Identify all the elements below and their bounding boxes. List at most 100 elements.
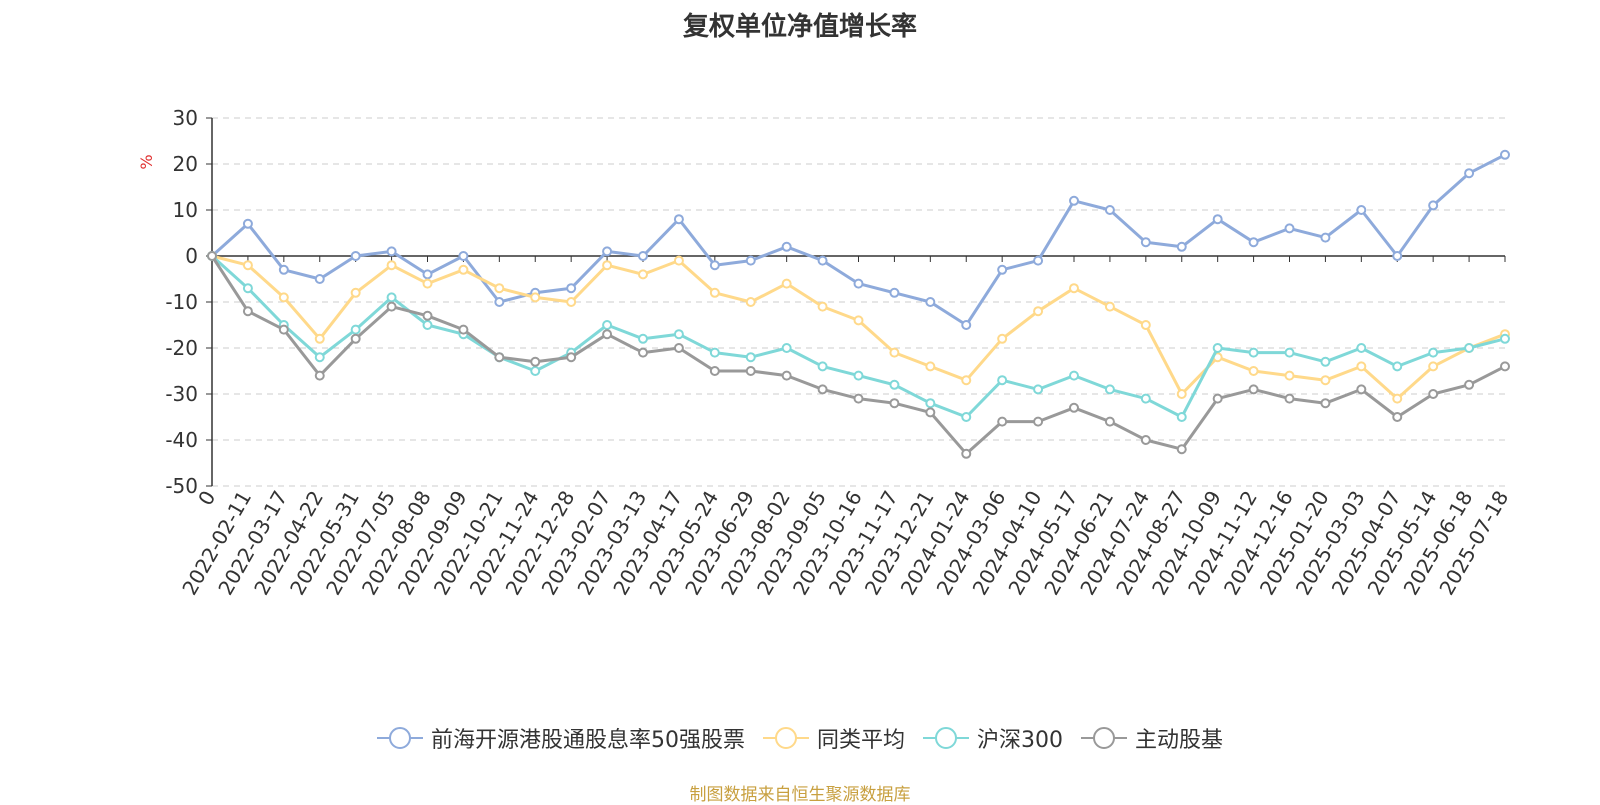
data-point — [530, 292, 541, 303]
data-point — [925, 398, 936, 409]
y-axis-label: % — [137, 154, 156, 169]
data-point — [961, 320, 972, 330]
data-point — [1392, 412, 1403, 422]
data-point — [207, 251, 217, 261]
data-point — [1320, 356, 1331, 367]
data-point — [1500, 333, 1510, 344]
data-point — [1464, 343, 1475, 353]
data-point — [1033, 306, 1044, 317]
data-point — [1248, 237, 1259, 248]
data-point — [745, 366, 756, 376]
data-point — [1033, 384, 1044, 395]
data-point — [1428, 347, 1439, 358]
data-point — [1464, 379, 1475, 390]
data-point — [1392, 361, 1403, 372]
data-point — [638, 251, 648, 261]
data-point — [1320, 375, 1331, 386]
data-point — [350, 333, 361, 344]
data-point — [1428, 389, 1439, 399]
data-point — [1284, 223, 1295, 234]
y-tick-label: -50 — [165, 474, 198, 498]
data-point — [458, 324, 469, 335]
legend-marker-icon — [376, 727, 423, 749]
data-point — [314, 274, 325, 284]
data-point — [997, 416, 1008, 427]
data-point — [1212, 393, 1223, 404]
data-point — [1500, 361, 1510, 372]
data-point — [638, 347, 648, 358]
data-point — [925, 407, 936, 418]
data-point — [1248, 384, 1259, 395]
data-point — [1284, 347, 1295, 358]
data-point — [673, 329, 684, 340]
legend-item-csi300[interactable]: 沪深300 — [923, 722, 1063, 754]
data-point — [1069, 283, 1079, 294]
data-point — [1176, 444, 1187, 455]
data-point — [530, 356, 541, 367]
data-point — [494, 297, 505, 307]
data-point — [278, 292, 289, 303]
data-point — [997, 375, 1008, 386]
data-point — [745, 297, 756, 307]
data-point — [1069, 370, 1079, 381]
data-point — [566, 352, 577, 363]
data-point — [350, 324, 361, 335]
data-point — [853, 315, 864, 326]
data-point — [1500, 149, 1510, 160]
legend-item-fund[interactable]: 前海开源港股通股息率50强股票 — [376, 722, 745, 754]
data-point — [1356, 361, 1367, 372]
data-point — [817, 255, 828, 266]
legend-item-peer-average[interactable]: 同类平均 — [762, 722, 905, 754]
legend-item-active-equity[interactable]: 主动股基 — [1081, 722, 1223, 754]
legend-label: 同类平均 — [816, 728, 905, 753]
data-point — [1428, 361, 1439, 372]
data-point — [1356, 343, 1367, 353]
data-point — [1033, 416, 1044, 427]
data-point — [781, 278, 792, 289]
data-point — [602, 260, 613, 271]
data-point — [602, 246, 613, 257]
data-point — [817, 301, 828, 312]
data-point — [350, 287, 361, 298]
series-line — [210, 153, 1506, 327]
data-point — [242, 218, 253, 229]
data-point — [1176, 412, 1187, 422]
data-point — [422, 278, 433, 289]
legend-marker-icon — [923, 727, 969, 749]
y-tick-label: 30 — [173, 106, 198, 130]
data-point — [602, 320, 613, 330]
data-point — [709, 366, 720, 376]
data-point — [1140, 435, 1151, 445]
data-point — [1464, 168, 1475, 179]
data-point — [314, 370, 325, 381]
data-point — [925, 297, 936, 307]
data-point — [602, 329, 613, 340]
y-tick-label: -20 — [165, 336, 198, 360]
data-point — [566, 297, 577, 307]
data-point — [386, 260, 397, 271]
data-point — [745, 352, 756, 363]
data-point — [853, 278, 864, 289]
data-point — [1284, 370, 1295, 381]
data-point — [1248, 347, 1259, 358]
data-point — [1140, 320, 1151, 330]
data-point — [638, 333, 648, 344]
data-point — [530, 366, 541, 376]
data-point — [1176, 389, 1187, 399]
data-point — [673, 214, 684, 225]
data-point — [709, 347, 720, 358]
data-point — [494, 352, 505, 363]
legend-label: 主动股基 — [1135, 728, 1224, 753]
legend-marker-icon — [762, 727, 809, 749]
series-0 — [207, 149, 1510, 330]
data-point — [1428, 200, 1439, 211]
data-point — [997, 333, 1008, 344]
series-layer — [207, 149, 1510, 459]
data-point — [422, 269, 433, 280]
data-point — [673, 343, 684, 353]
data-point — [1320, 232, 1331, 243]
data-point — [889, 398, 900, 409]
data-point — [745, 255, 756, 266]
data-point — [566, 283, 577, 294]
data-point — [1033, 255, 1044, 266]
